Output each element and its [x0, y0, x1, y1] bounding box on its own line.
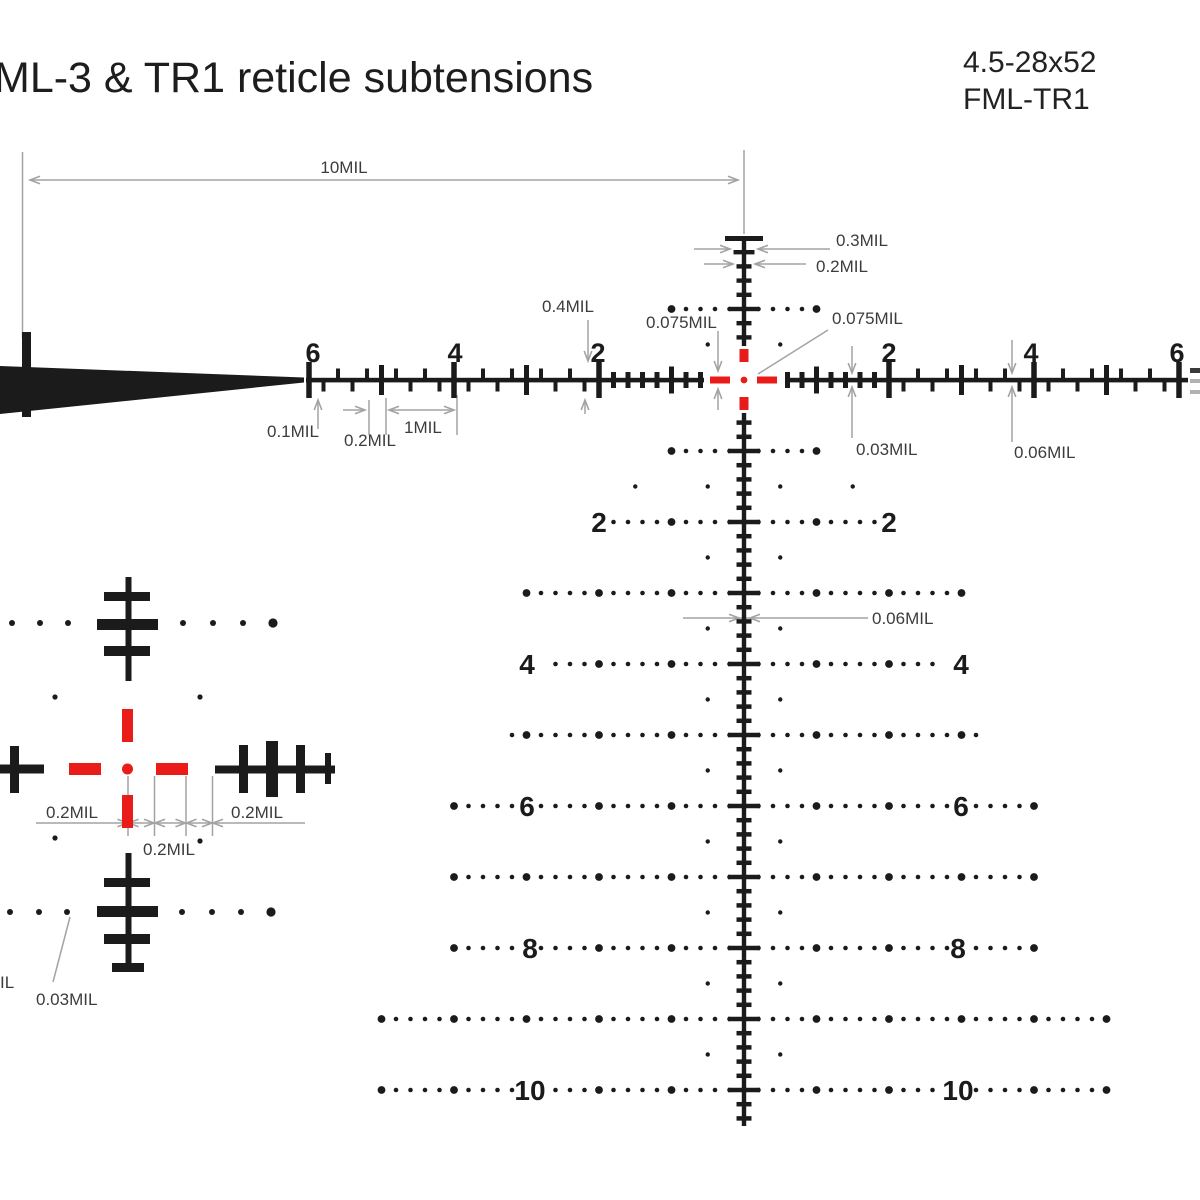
- svg-text:0.075MIL: 0.075MIL: [646, 313, 717, 332]
- svg-text:0.06MIL: 0.06MIL: [872, 609, 933, 628]
- annotation-dim-0-4mil: 0.4MIL: [542, 297, 594, 414]
- annotation-dim-0-03mil-right: 0.03MIL: [847, 346, 917, 459]
- annotation-dim-0-06mil-right: 0.06MIL: [1007, 340, 1075, 462]
- annotation-dim-0-06mil-center: 0.06MIL: [683, 609, 933, 628]
- dimension-annotations: 10MIL 0.3MIL 0.2MIL 0.075MIL 0.075MIL 0.4MIL 0…: [0, 150, 1075, 1009]
- annotation-inset-dim-0-03mil: 0.03MIL: [36, 916, 97, 1009]
- svg-text:0.06MIL: 0.06MIL: [1014, 443, 1075, 462]
- annotation-dim-0-2mil-left: 0.2MIL: [343, 398, 396, 450]
- svg-text:0.4MIL: 0.4MIL: [542, 297, 594, 316]
- svg-text:6: 6: [519, 791, 535, 822]
- annotation-inset-dim-0-2mil-right: 0.2MIL: [231, 803, 283, 822]
- svg-text:6: 6: [1169, 338, 1184, 368]
- svg-text:8: 8: [950, 933, 966, 964]
- svg-text:0.1MIL: 0.1MIL: [267, 422, 319, 441]
- annotation-dim-10mil: 10MIL: [21, 150, 745, 338]
- reticle-name: FML-TR1: [963, 83, 1090, 116]
- svg-text:6: 6: [305, 338, 320, 368]
- horizontal-crosshair: [0, 332, 1200, 417]
- svg-text:0.2MIL: 0.2MIL: [816, 257, 868, 276]
- svg-text:IL: IL: [0, 973, 14, 992]
- holdover-dot-grid: 2 2 4 4 6 6 8 8 10 10: [377, 305, 1111, 1106]
- annotation-dim-0-075mil-right: 0.075MIL: [757, 309, 903, 375]
- scope-model-block: 4.5-28x52 FML-TR1: [963, 44, 1096, 118]
- svg-text:2: 2: [590, 338, 605, 368]
- svg-text:4: 4: [953, 649, 969, 680]
- svg-text:8: 8: [522, 933, 538, 964]
- annotation-dim-0-3mil: 0.3MIL: [694, 231, 888, 254]
- center-detail-inset: [0, 577, 335, 972]
- annotation-inset-dim-0-2mil-left: 0.2MIL: [46, 803, 98, 822]
- svg-text:4: 4: [519, 649, 535, 680]
- annotation-dim-1mil: 1MIL: [386, 395, 458, 437]
- annotation-edge-label-partial: IL: [0, 973, 14, 992]
- svg-text:4: 4: [1023, 338, 1038, 368]
- svg-text:6: 6: [953, 791, 969, 822]
- svg-text:0.03MIL: 0.03MIL: [36, 990, 97, 1009]
- vertical-crosshair: [725, 236, 763, 1126]
- svg-text:10MIL: 10MIL: [320, 158, 367, 177]
- annotation-dim-0-2mil-top: 0.2MIL: [704, 257, 868, 276]
- svg-text:0.03MIL: 0.03MIL: [856, 440, 917, 459]
- horizontal-axis-numbers: 6 4 2 2 4 6: [305, 338, 1184, 368]
- annotation-dim-0-1mil: 0.1MIL: [267, 397, 323, 441]
- annotation-inset-dim-0-2mil-bottom: 0.2MIL: [143, 840, 195, 859]
- svg-text:10: 10: [942, 1075, 973, 1106]
- scope-magnification: 4.5-28x52: [963, 46, 1097, 79]
- svg-text:2: 2: [881, 507, 897, 538]
- svg-text:10: 10: [514, 1075, 545, 1106]
- svg-text:0.075MIL: 0.075MIL: [832, 309, 903, 328]
- svg-text:2: 2: [591, 507, 607, 538]
- svg-text:2: 2: [881, 338, 896, 368]
- illuminated-center-cross: [710, 349, 777, 410]
- svg-text:0.2MIL: 0.2MIL: [143, 840, 195, 859]
- svg-text:0.2MIL: 0.2MIL: [46, 803, 98, 822]
- annotation-dim-0-075mil-left: 0.075MIL: [646, 313, 723, 410]
- svg-text:0.2MIL: 0.2MIL: [231, 803, 283, 822]
- svg-text:1MIL: 1MIL: [404, 418, 442, 437]
- svg-text:0.3MIL: 0.3MIL: [836, 231, 888, 250]
- svg-text:4: 4: [447, 338, 462, 368]
- page-title: ML-3 & TR1 reticle subtensions: [0, 54, 594, 102]
- svg-text:0.2MIL: 0.2MIL: [344, 431, 396, 450]
